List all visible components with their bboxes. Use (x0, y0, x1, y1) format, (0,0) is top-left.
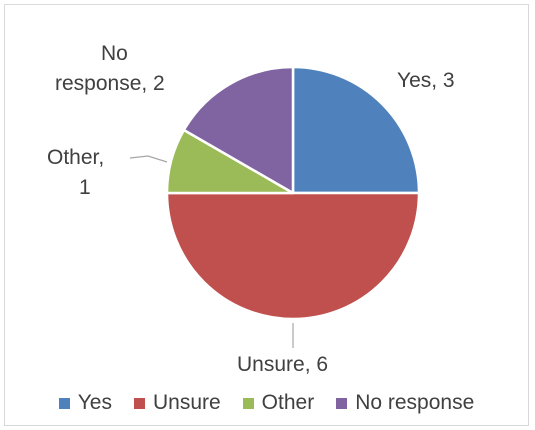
legend-label-no-response: No response (355, 391, 475, 414)
leader-lines (129, 155, 294, 348)
pie-chart: Yes, 3 Unsure, 6 Other, 1 No response, 2 (47, 42, 455, 376)
legend-label-other: Other (261, 391, 315, 414)
legend-swatch-other (242, 397, 254, 409)
data-label-no-response-line1: No (101, 42, 128, 65)
data-label-unsure: Unsure, 6 (237, 353, 328, 376)
legend-label-yes: Yes (77, 391, 112, 414)
data-label-other-line2: 1 (79, 176, 91, 199)
leader-line-other (129, 155, 168, 163)
legend-swatch-yes (58, 397, 70, 409)
data-label-no-response-line2: response, 2 (55, 72, 165, 95)
legend-swatch-unsure (133, 397, 145, 409)
pie-slice-unsure (165, 191, 421, 321)
data-label-yes: Yes, 3 (397, 69, 455, 92)
pie-slices (165, 65, 421, 321)
legend: Yes Unsure Other No response (5, 391, 528, 415)
legend-item-unsure: Unsure (133, 391, 221, 415)
legend-item-no-response: No response (336, 391, 474, 415)
legend-item-yes: Yes (58, 391, 112, 415)
chart-frame: Yes, 3 Unsure, 6 Other, 1 No response, 2… (4, 4, 529, 426)
legend-label-unsure: Unsure (152, 391, 221, 414)
legend-swatch-no-response (336, 397, 348, 409)
data-label-other-line1: Other, (47, 146, 104, 169)
pie-slice-yes (291, 65, 421, 195)
legend-item-other: Other (242, 391, 315, 415)
pie-slice-no-response (182, 65, 295, 195)
